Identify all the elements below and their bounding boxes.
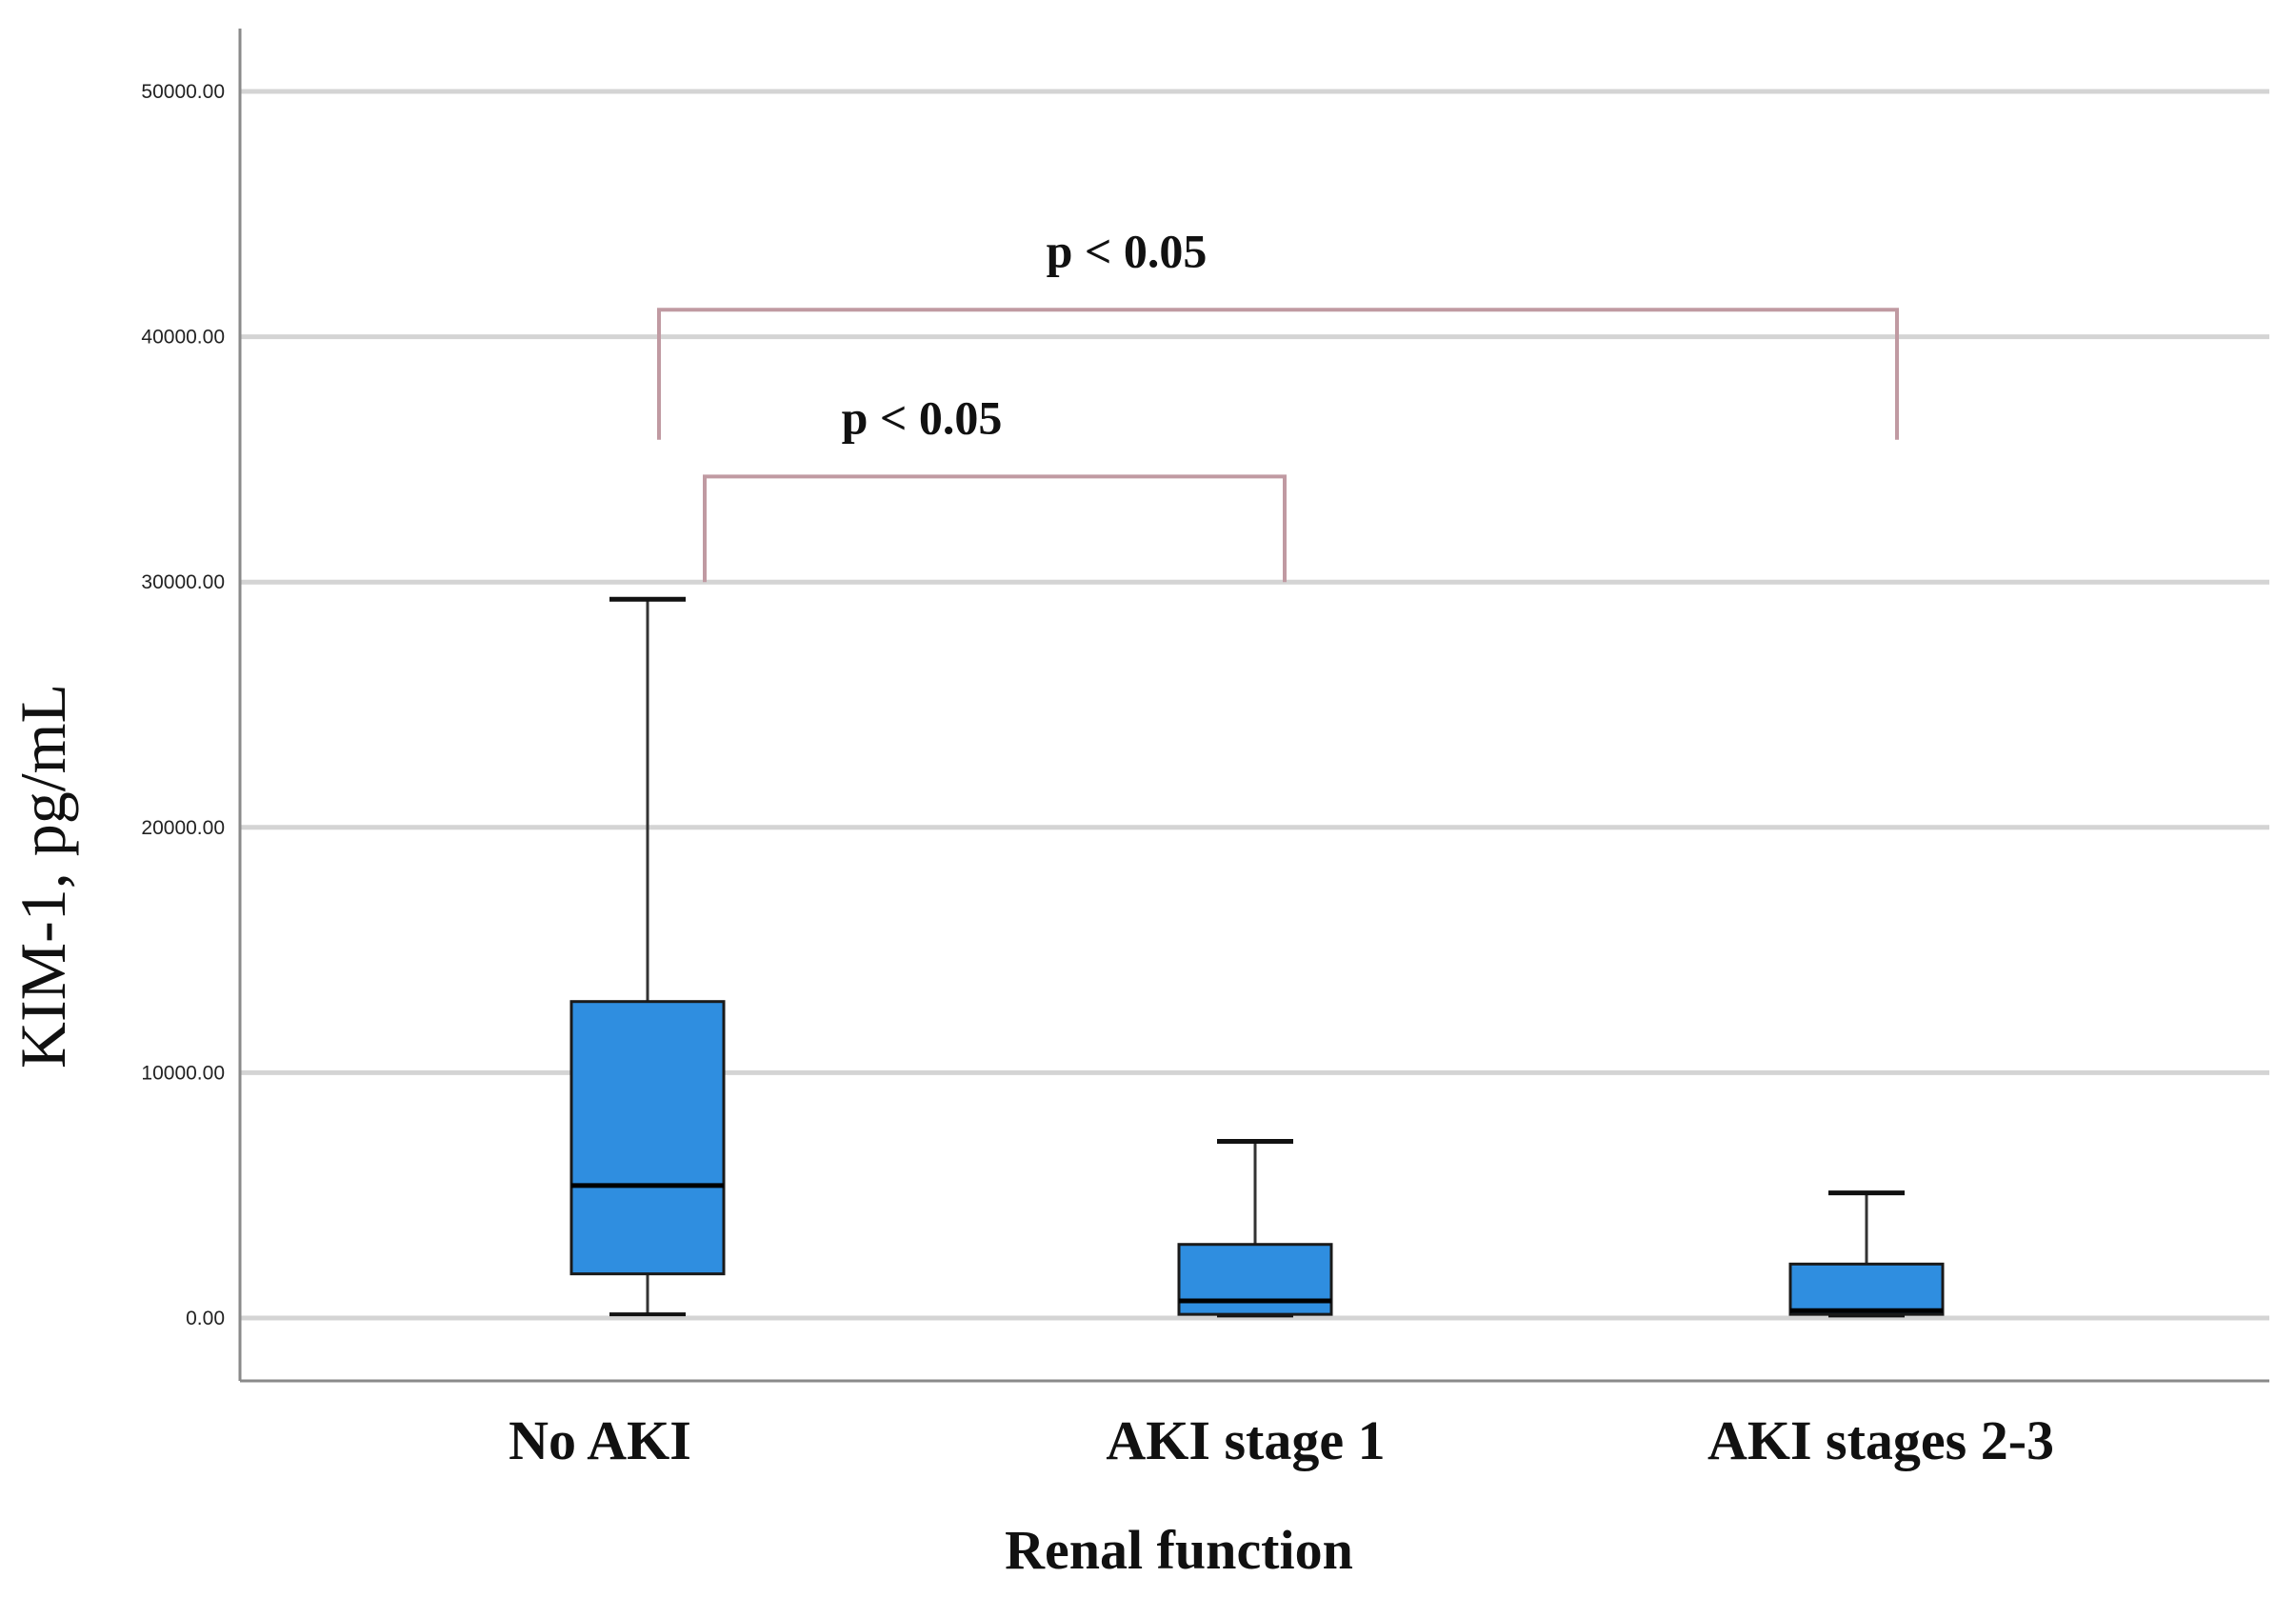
box-3 [1790,1193,1943,1316]
y-tick-labels: 0.00 10000.00 20000.00 30000.00 40000.00 5000… [141,81,225,1329]
significance-label: p < 0.05 [842,390,1003,444]
iqr-box [571,1002,724,1274]
y-tick-label: 10000.00 [141,1062,225,1084]
significance-brackets: p < 0.05 p < 0.05 [659,224,1897,582]
box-1 [571,599,724,1314]
significance-bracket [705,476,1285,582]
category-labels: No AKI AKI stage 1 AKI stages 2-3 [509,1409,2054,1471]
x-axis-title: Renal function [1005,1519,1353,1581]
significance-label: p < 0.05 [1047,224,1208,277]
y-tick-label: 40000.00 [141,327,225,349]
iqr-box [1790,1264,1943,1314]
iqr-box [1179,1245,1331,1314]
y-axis-title: KIM-1, pg/mL [7,684,79,1069]
y-tick-label: 50000.00 [141,81,225,103]
category-label: AKI stages 2-3 [1707,1409,2054,1471]
box-2 [1179,1142,1331,1316]
boxes [571,599,1943,1315]
y-tick-label: 20000.00 [141,817,225,839]
y-tick-label: 0.00 [186,1308,225,1329]
category-label: AKI stage 1 [1106,1409,1385,1471]
gridlines [240,91,2269,1318]
y-tick-label: 30000.00 [141,571,225,593]
category-label: No AKI [509,1409,691,1471]
